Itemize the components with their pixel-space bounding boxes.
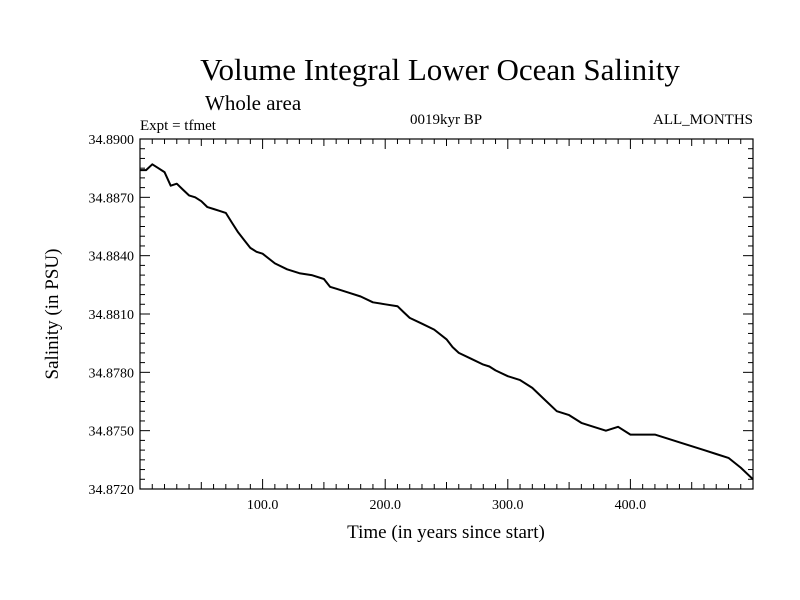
y-axis-title: Salinity (in PSU)	[42, 249, 63, 380]
series-layer	[140, 163, 754, 481]
y-tick-label: 34.8870	[89, 191, 135, 206]
months-label: ALL_MONTHS	[653, 112, 753, 128]
y-tick-label: 34.8750	[89, 425, 135, 440]
x-tick-label: 400.0	[615, 498, 647, 513]
axis-ticks	[140, 138, 753, 490]
tick-labels: 100.0 200.0 300.0 400.0 34.8720 34.8750 34.878…	[89, 133, 647, 513]
experiment-label: Expt = tfmet	[140, 118, 217, 134]
chart-subtitle: Whole area	[205, 91, 302, 115]
x-tick-label: 300.0	[492, 498, 524, 513]
y-tick-label: 34.8840	[89, 250, 135, 265]
y-tick-label: 34.8780	[89, 366, 135, 381]
period-label: 0019kyr BP	[410, 112, 482, 128]
x-axis-title: Time (in years since start)	[347, 522, 545, 543]
y-tick-label: 34.8900	[89, 133, 135, 148]
x-tick-label: 100.0	[247, 498, 279, 513]
y-tick-label: 34.8720	[89, 483, 135, 498]
salinity-series-line	[140, 163, 754, 481]
x-tick-label: 200.0	[369, 498, 401, 513]
y-tick-label: 34.8810	[89, 308, 135, 323]
chart-title: Volume Integral Lower Ocean Salinity	[200, 52, 680, 87]
